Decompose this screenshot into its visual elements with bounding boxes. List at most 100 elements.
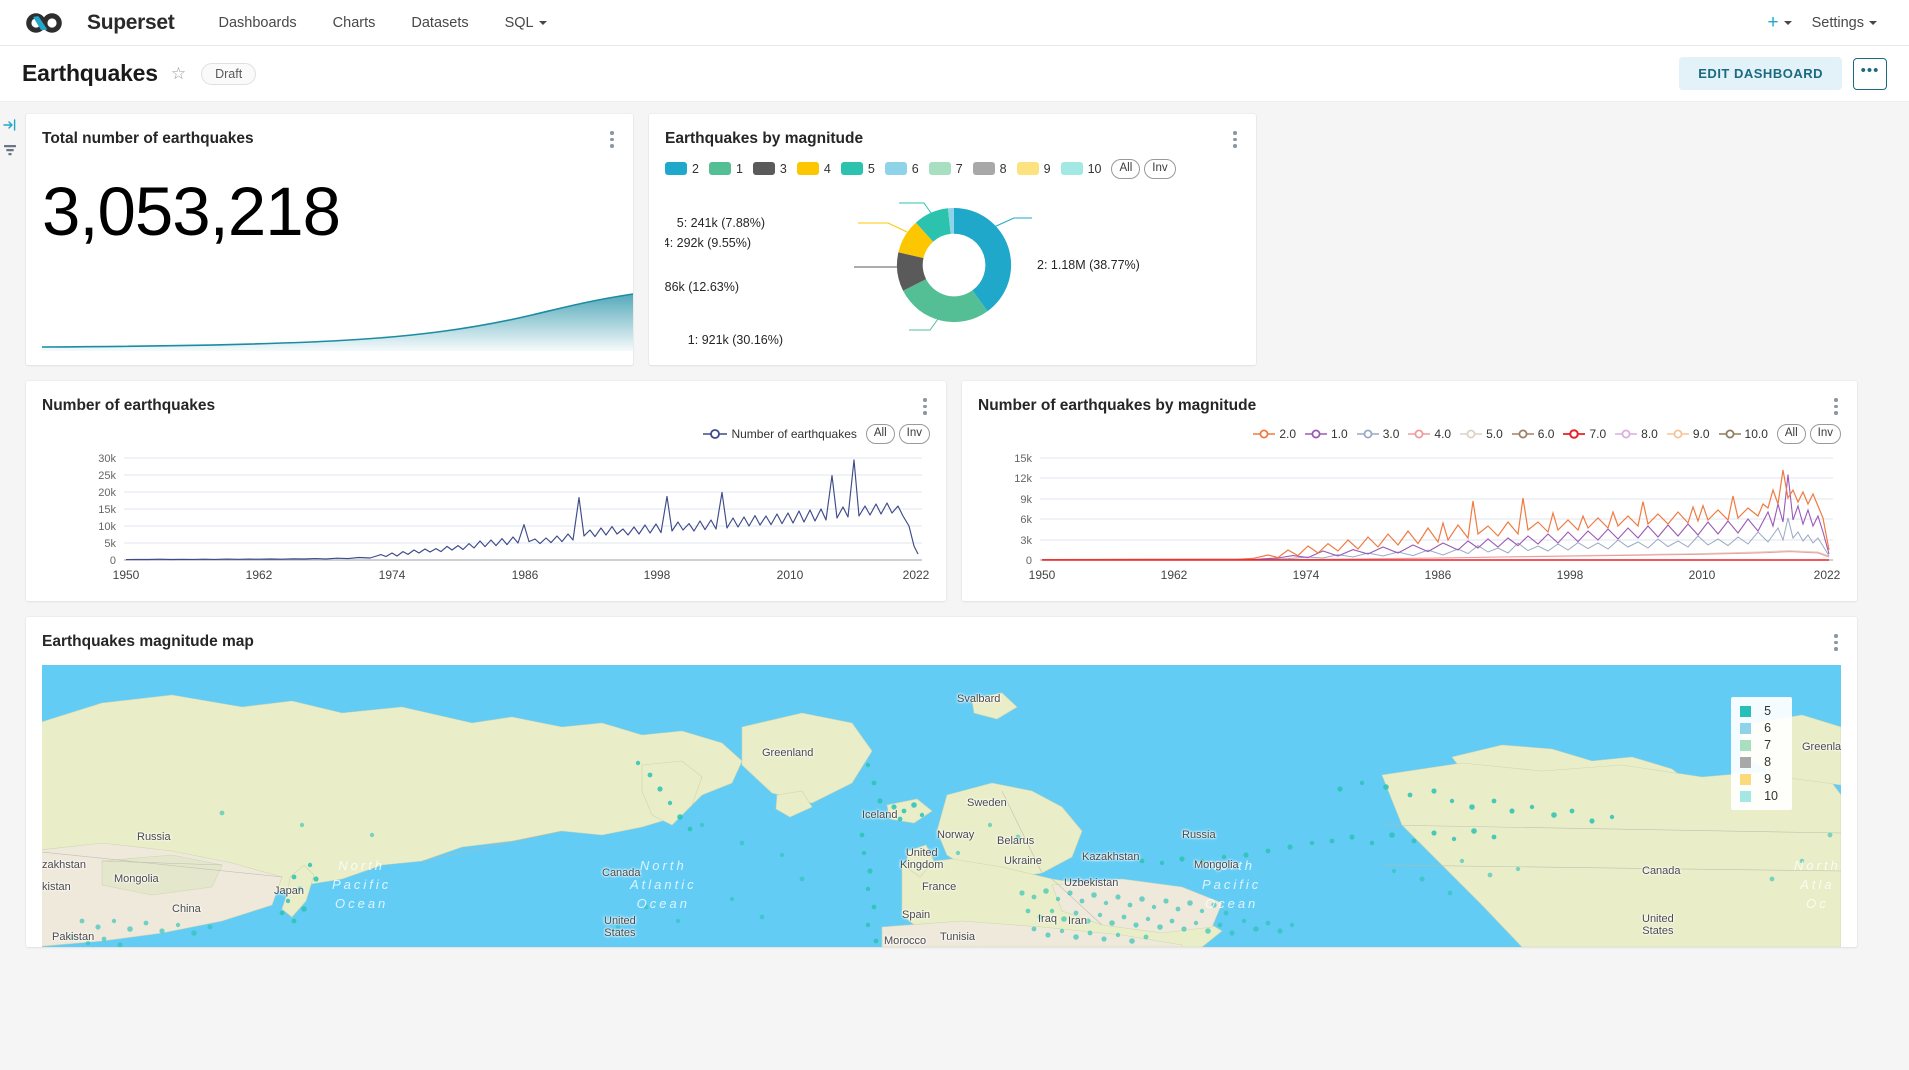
svg-text:1950: 1950 [1029, 568, 1056, 582]
expand-panel-icon[interactable] [3, 118, 17, 132]
legend-swatch [1740, 722, 1752, 734]
legend-item-5[interactable]: 5 [840, 162, 875, 176]
legend-item-8-0[interactable]: 8.0 [1615, 427, 1658, 441]
map-legend-item-7[interactable]: 7 [1740, 738, 1778, 752]
legend-item-4[interactable]: 4 [796, 162, 831, 176]
nav-link-dashboards[interactable]: Dashboards [200, 0, 314, 46]
star-outline-icon[interactable]: ☆ [170, 64, 187, 83]
chart-card-total-earthquakes: Total number of earthquakes 3,053,218 [26, 114, 633, 365]
legend-item-9-0[interactable]: 9.0 [1666, 426, 1710, 441]
more-vertical-icon[interactable] [1228, 128, 1242, 151]
map-legend-item-6[interactable]: 6 [1740, 721, 1778, 735]
svg-text:1986: 1986 [1425, 568, 1452, 582]
legend-invert-button[interactable]: Inv [898, 424, 930, 444]
legend-item-1-0[interactable]: 1.0 [1305, 427, 1348, 441]
nav-link-dashboards-label: Dashboards [218, 14, 297, 31]
legend-item-3[interactable]: 3 [752, 162, 787, 176]
svg-text:2010: 2010 [1689, 568, 1716, 582]
chart-title: Total number of earthquakes [42, 130, 254, 147]
legend-swatch [708, 162, 731, 176]
legend-label: 2 [692, 161, 699, 176]
svg-text:0: 0 [1026, 555, 1032, 567]
svg-text:30k: 30k [98, 453, 116, 465]
svg-text:3k: 3k [1020, 535, 1032, 547]
plus-icon: + [1767, 12, 1779, 33]
legend-label: 7 [1764, 738, 1772, 752]
legend-item-2-0[interactable]: 2.0 [1253, 427, 1296, 441]
legend-item-7-0[interactable]: 7.0 [1563, 427, 1606, 441]
legend-swatch [972, 162, 995, 176]
legend-item-number-of-earthquakes[interactable]: Number of earthquakes [703, 427, 857, 441]
legend-invert-button[interactable]: Inv [1144, 159, 1176, 179]
legend-label: 8 [1764, 755, 1772, 769]
legend-line-marker-icon [1511, 429, 1534, 439]
dashboard-grid: Total number of earthquakes 3,053,218 [20, 102, 1909, 1070]
legend-label: 3.0 [1382, 426, 1400, 441]
map-legend-item-9[interactable]: 9 [1740, 772, 1778, 786]
pie-legend: 2 1 3 4 5 6 7 8 9 10 All Inv [665, 159, 1240, 179]
legend-item-9[interactable]: 9 [1016, 162, 1051, 176]
brand-logo-link[interactable]: Superset [22, 10, 175, 36]
nav-link-datasets[interactable]: Datasets [393, 0, 486, 46]
more-vertical-icon[interactable] [1829, 631, 1843, 654]
chart-title: Earthquakes magnitude map [42, 633, 254, 650]
map-legend-item-5[interactable]: 5 [1740, 704, 1778, 718]
legend-label: 7.0 [1589, 426, 1607, 441]
legend-item-3-0[interactable]: 3.0 [1356, 426, 1400, 441]
new-item-button[interactable]: + [1761, 13, 1797, 32]
legend-line-marker-icon [1563, 428, 1586, 439]
legend-label: 10 [1087, 161, 1102, 176]
svg-text:15k: 15k [98, 504, 116, 516]
more-vertical-icon[interactable] [918, 395, 932, 418]
svg-text:10k: 10k [98, 521, 116, 533]
legend-swatch [1740, 756, 1752, 768]
nav-link-sql[interactable]: SQL [487, 0, 565, 46]
legend-item-7[interactable]: 7 [928, 162, 963, 176]
legend-item-6-0[interactable]: 6.0 [1511, 426, 1555, 441]
dashboard-row-2: Number of earthquakes Number of earthqua… [26, 381, 1897, 601]
edit-dashboard-button[interactable]: EDIT DASHBOARD [1679, 57, 1842, 90]
legend-select-all-button[interactable]: All [1111, 159, 1141, 179]
legend-item-10-0[interactable]: 10.0 [1718, 427, 1768, 441]
legend-item-8[interactable]: 8 [972, 162, 1007, 176]
more-vertical-icon[interactable] [605, 128, 619, 151]
legend-item-4-0[interactable]: 4.0 [1408, 427, 1451, 441]
nav-link-charts[interactable]: Charts [315, 0, 394, 46]
legend-item-1[interactable]: 1 [708, 162, 743, 176]
legend-select-all-button[interactable]: All [1776, 424, 1806, 444]
svg-text:6k: 6k [1020, 514, 1032, 526]
chart-card-earthquakes-map: Earthquakes magnitude map [26, 617, 1857, 947]
map-legend-item-8[interactable]: 8 [1740, 755, 1778, 769]
chart-title: Number of earthquakes by magnitude [978, 397, 1257, 414]
chart-card-number-by-magnitude: Number of earthquakes by magnitude 2.0 1… [962, 381, 1857, 601]
legend-item-10[interactable]: 10 [1060, 161, 1102, 176]
map-legend-item-10[interactable]: 10 [1740, 789, 1778, 803]
legend-invert-button[interactable]: Inv [1809, 424, 1841, 444]
pie-label-2: 2: 1.18M (38.77%) [1037, 258, 1140, 272]
legend-label: 4.0 [1434, 426, 1452, 441]
more-vertical-icon[interactable] [1829, 395, 1843, 418]
legend-label: 6.0 [1537, 426, 1555, 441]
left-rail [0, 102, 20, 1070]
svg-text:2022: 2022 [1814, 568, 1841, 582]
legend-label: 8.0 [1641, 426, 1658, 441]
legend-label: 9.0 [1692, 426, 1710, 441]
chart-card-earthquakes-by-magnitude: Earthquakes by magnitude 2 1 3 4 5 6 7 8… [649, 114, 1256, 365]
legend-item-5-0[interactable]: 5.0 [1460, 427, 1503, 441]
legend-swatch [796, 162, 819, 176]
svg-text:1950: 1950 [113, 568, 140, 582]
svg-text:1998: 1998 [1557, 568, 1584, 582]
legend-item-6[interactable]: 6 [884, 162, 919, 176]
legend-select-all-button[interactable]: All [865, 424, 895, 444]
legend-label: 5.0 [1486, 426, 1503, 441]
legend-swatch [840, 162, 863, 176]
nav-link-settings-label: Settings [1811, 14, 1864, 31]
legend-item-2[interactable]: 2 [665, 162, 699, 176]
nav-link-settings[interactable]: Settings [1802, 0, 1887, 46]
filter-icon[interactable] [3, 143, 17, 157]
pie-label-4: 4: 292k (9.55%) [665, 236, 751, 250]
svg-text:1986: 1986 [512, 568, 539, 582]
dashboard-more-options-button[interactable]: ••• [1853, 57, 1887, 90]
map-canvas[interactable]: North Pacific Ocean North Atlantic Ocean… [42, 665, 1841, 947]
svg-text:15k: 15k [1014, 453, 1032, 465]
